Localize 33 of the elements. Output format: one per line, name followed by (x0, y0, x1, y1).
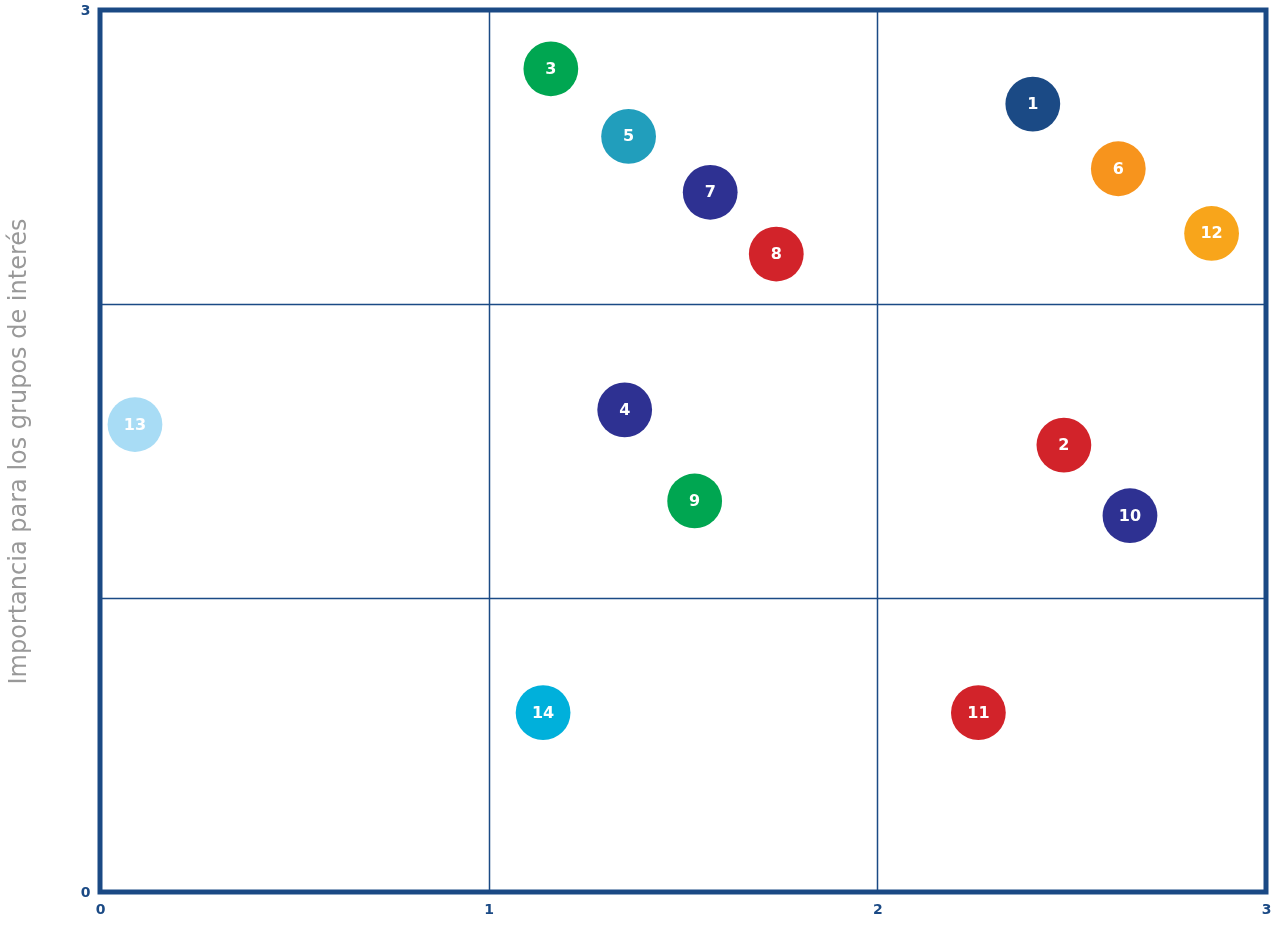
point (667, 473, 723, 529)
point (682, 164, 738, 220)
series-label: 14 (531, 702, 555, 722)
series-label: 3 (545, 58, 557, 78)
x-tick-label: 0 (95, 900, 106, 917)
point (597, 382, 653, 438)
point (1102, 488, 1158, 544)
series-label: 10 (1118, 505, 1142, 525)
series-label: 7 (704, 182, 716, 202)
series-label: 4 (619, 399, 631, 419)
series-label: 12 (1200, 223, 1223, 243)
series-label: 1 (1027, 94, 1039, 114)
x-tick-label: 1 (484, 900, 495, 917)
series-label: 2 (1058, 435, 1070, 455)
series-label: 11 (967, 702, 990, 722)
series-label: 5 (623, 126, 635, 146)
point (951, 685, 1006, 740)
point (1090, 141, 1146, 197)
point (107, 397, 163, 452)
point (1184, 206, 1239, 261)
x-tick-label: 2 (872, 900, 883, 917)
point (515, 685, 571, 740)
y-axis-title: Importancia para los grupos de interés (3, 218, 32, 685)
point (1005, 76, 1061, 132)
x-tick-label: 3 (1261, 900, 1272, 917)
series-label: 9 (689, 490, 701, 510)
series-label: 8 (770, 244, 782, 264)
point (523, 41, 579, 97)
point (601, 109, 656, 164)
series-label: 6 (1112, 158, 1124, 178)
series-label: 13 (123, 414, 147, 434)
point (1036, 417, 1092, 473)
point (748, 226, 804, 282)
